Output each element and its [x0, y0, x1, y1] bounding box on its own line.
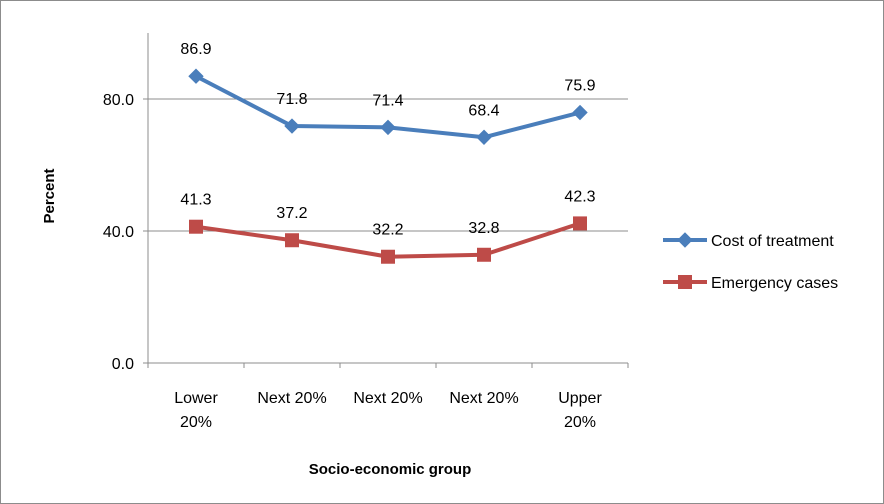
x-axis-title: Socio-economic group — [309, 461, 472, 478]
data-point — [284, 118, 300, 134]
data-label: 68.4 — [468, 102, 499, 119]
legend-marker — [678, 275, 692, 289]
data-label: 75.9 — [564, 78, 595, 95]
x-tick-label: Lower — [174, 390, 218, 407]
data-point — [573, 216, 587, 231]
x-tick-label: Next 20% — [449, 390, 518, 407]
data-label: 86.9 — [180, 41, 211, 58]
legend-label: Cost of treatment — [711, 233, 834, 250]
data-label: 37.2 — [276, 205, 307, 222]
data-label: 71.8 — [276, 91, 307, 108]
legend: Cost of treatment Emergency cases — [663, 232, 838, 292]
legend-marker — [677, 232, 693, 248]
data-label: 71.4 — [372, 92, 403, 109]
y-axis-title: Percent — [41, 168, 58, 223]
data-label: 42.3 — [564, 188, 595, 205]
x-tick-label: Next 20% — [257, 390, 326, 407]
data-point — [189, 219, 203, 234]
data-point — [572, 104, 588, 121]
axes — [147, 33, 628, 364]
data-label: 32.8 — [468, 220, 499, 237]
data-labels: 86.9 71.8 71.4 68.4 75.9 41.3 37.2 32.2 32.8 42.3 — [180, 41, 595, 239]
x-tick-label: Upper — [558, 390, 602, 407]
data-label: 41.3 — [180, 192, 211, 209]
data-point — [188, 68, 204, 84]
y-tick-label: 0.0 — [112, 356, 134, 373]
data-point — [381, 249, 395, 264]
x-axis-ticks: Lower 20% Next 20% Next 20% Next 20% Upper 20% — [147, 363, 629, 431]
x-tick-label: Next 20% — [353, 390, 422, 407]
legend-label: Emergency cases — [711, 275, 838, 292]
series-layer — [188, 68, 588, 264]
x-tick-label: 20% — [180, 414, 212, 431]
y-tick-label: 80.0 — [103, 92, 134, 109]
data-point — [477, 247, 491, 262]
y-tick-label: 40.0 — [103, 224, 134, 241]
data-label: 32.2 — [372, 222, 403, 239]
x-tick-label: 20% — [564, 414, 596, 431]
y-axis-ticks: 0.0 40.0 80.0 — [103, 92, 148, 373]
data-point — [285, 233, 299, 248]
data-point — [476, 129, 492, 145]
data-point — [380, 119, 396, 136]
